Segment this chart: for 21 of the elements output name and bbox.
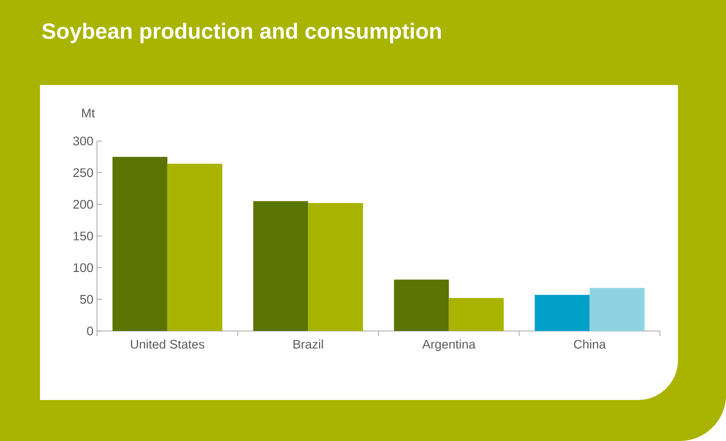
bar <box>112 156 168 331</box>
bar <box>253 201 308 331</box>
x-tick-label: Brazil <box>294 339 323 349</box>
y-tick-label: 100 <box>74 263 93 272</box>
x-tick-label: Argentina <box>422 339 476 352</box>
y-tick-label: 250 <box>73 168 93 178</box>
bar <box>534 294 590 331</box>
x-tick-label: China <box>574 339 606 349</box>
y-tick-label: 300 <box>73 136 93 146</box>
bar <box>394 280 449 331</box>
bar <box>448 298 504 331</box>
y-tick-label: 50 <box>80 294 93 304</box>
y-tick-label: 150 <box>74 232 93 240</box>
x-tick-label: United States <box>130 339 204 349</box>
y-tick-label: 200 <box>73 200 93 209</box>
y-axis-title: Mt <box>82 108 95 118</box>
bar <box>308 203 364 331</box>
y-tick-label: 0 <box>87 326 93 336</box>
bar <box>590 288 645 331</box>
bar <box>167 164 222 331</box>
chart-title: Soybean production and consumption <box>42 22 441 44</box>
